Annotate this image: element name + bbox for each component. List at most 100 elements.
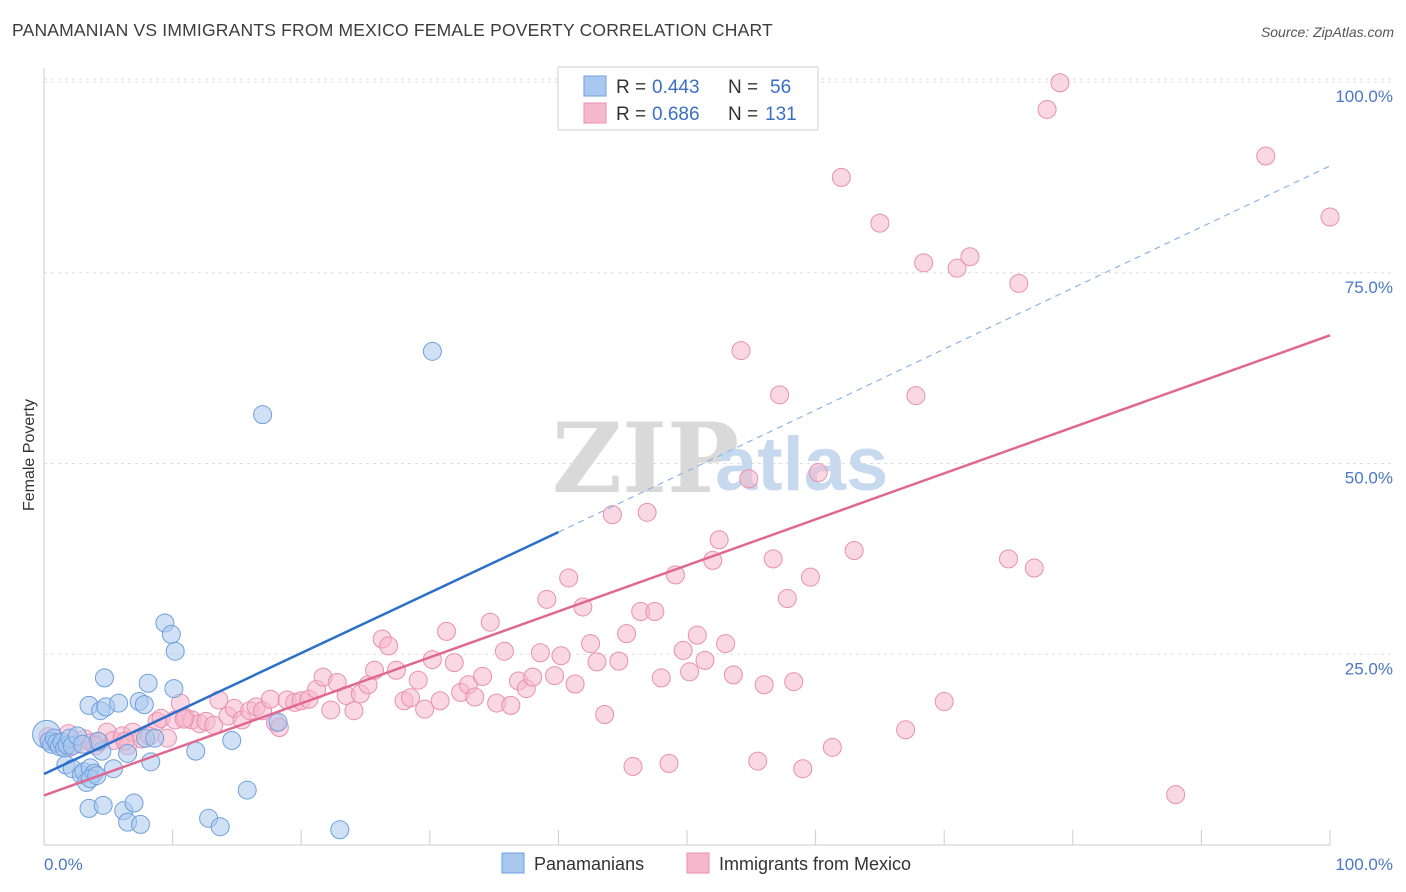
pink-point <box>831 167 851 187</box>
pink-point <box>559 568 579 588</box>
pink-point <box>1037 99 1057 119</box>
legend-n-value-pink: 131 <box>765 104 797 125</box>
blue-point <box>109 693 129 713</box>
pink-point <box>415 699 435 719</box>
pink-point <box>551 646 571 666</box>
blue-point <box>118 743 138 763</box>
legend-pink-swatch <box>583 102 607 124</box>
pink-point <box>870 213 890 233</box>
pink-point <box>537 589 557 609</box>
pink-point <box>914 253 934 273</box>
blue-point <box>141 752 161 772</box>
pink-point <box>321 700 341 720</box>
pink-point <box>430 691 450 711</box>
legend-r-value-blue: 0.443 <box>652 77 700 98</box>
pink-point <box>651 668 671 688</box>
blue-point <box>138 673 158 693</box>
pink-point <box>793 759 813 779</box>
blue-point <box>253 405 273 425</box>
pink-point <box>480 612 500 632</box>
pink-point <box>174 709 194 729</box>
pink-point <box>960 247 980 267</box>
y-axis-label: Female Poverty <box>21 399 38 511</box>
blue-point <box>330 820 350 840</box>
pink-point <box>494 641 514 661</box>
series-blue-points <box>32 341 442 840</box>
pink-point <box>784 672 804 692</box>
chart-source: Source: ZipAtlas.com <box>1260 24 1394 40</box>
pink-point <box>1256 146 1276 166</box>
legend-n-value-blue: 56 <box>770 77 791 98</box>
blue-point <box>124 793 144 813</box>
pink-point <box>465 687 485 707</box>
pink-point <box>1024 558 1044 578</box>
pink-point <box>530 643 550 663</box>
trend-lines <box>43 165 1331 797</box>
pink-point <box>1009 273 1029 293</box>
bottom-legend-panamanians: Panamanians <box>534 854 644 874</box>
blue-point <box>165 641 185 661</box>
blue-point <box>222 730 242 750</box>
pink-point <box>565 674 585 694</box>
watermark-atlas: atlas <box>715 422 888 507</box>
pink-point <box>473 666 493 686</box>
pink-point <box>716 634 736 654</box>
pink-point <box>545 666 565 686</box>
pink-point <box>408 670 428 690</box>
pink-point <box>934 692 954 712</box>
blue-point <box>268 712 288 732</box>
pink-point <box>800 567 820 587</box>
y-tick-label: 25.0% <box>1345 659 1393 678</box>
pink-point <box>844 540 864 560</box>
pink-trend-line <box>43 334 1331 797</box>
y-tick-label: 50.0% <box>1345 469 1393 488</box>
grid-lines <box>44 78 1394 655</box>
blue-point <box>161 624 181 644</box>
pink-point <box>739 469 759 489</box>
blue-point <box>93 795 113 815</box>
pink-point <box>687 625 707 645</box>
y-tick-label: 75.0% <box>1345 278 1393 297</box>
bottom-legend-blue-swatch <box>501 852 525 874</box>
blue-point <box>422 341 442 361</box>
pink-point <box>808 463 828 483</box>
pink-point <box>999 549 1018 569</box>
blue-point <box>186 741 206 761</box>
legend-n-label-blue: N = <box>728 77 758 98</box>
y-tick-labels: 25.0% 50.0% 75.0% 100.0% <box>1335 87 1393 678</box>
pink-point <box>595 705 615 725</box>
correlation-legend: R = 0.443 N = 56 R = 0.686 N = 131 <box>557 66 819 131</box>
pink-point <box>748 751 768 771</box>
blue-point <box>145 728 165 748</box>
pink-point <box>501 695 521 715</box>
pink-point <box>770 385 790 405</box>
x-tick-label-min: 0.0% <box>44 855 83 874</box>
blue-point <box>73 734 93 754</box>
bottom-legend-mexico: Immigrants from Mexico <box>719 854 911 874</box>
pink-point <box>896 720 916 740</box>
blue-trend-line <box>43 531 559 776</box>
pink-point <box>777 589 797 609</box>
legend-r-label-blue: R = <box>616 77 646 98</box>
pink-point <box>763 549 783 569</box>
pink-point <box>731 341 751 361</box>
pink-point <box>680 662 700 682</box>
blue-point <box>237 780 257 800</box>
legend-n-label-pink: N = <box>728 104 758 125</box>
pink-point <box>1050 73 1070 93</box>
chart-title: PANAMANIAN VS IMMIGRANTS FROM MEXICO FEM… <box>12 20 773 40</box>
legend-r-label-pink: R = <box>616 104 646 125</box>
blue-point <box>210 817 230 837</box>
pink-point <box>344 701 364 721</box>
watermark: ZIP atlas <box>552 402 888 515</box>
bottom-legend-pink-swatch <box>686 852 710 874</box>
pink-point <box>523 667 543 687</box>
pink-point <box>1166 785 1186 805</box>
axes <box>43 68 1331 846</box>
pink-point <box>709 530 729 550</box>
pink-point <box>637 502 657 522</box>
x-tick-label-max: 100.0% <box>1335 855 1393 874</box>
pink-point <box>587 652 607 672</box>
blue-point <box>130 814 150 834</box>
